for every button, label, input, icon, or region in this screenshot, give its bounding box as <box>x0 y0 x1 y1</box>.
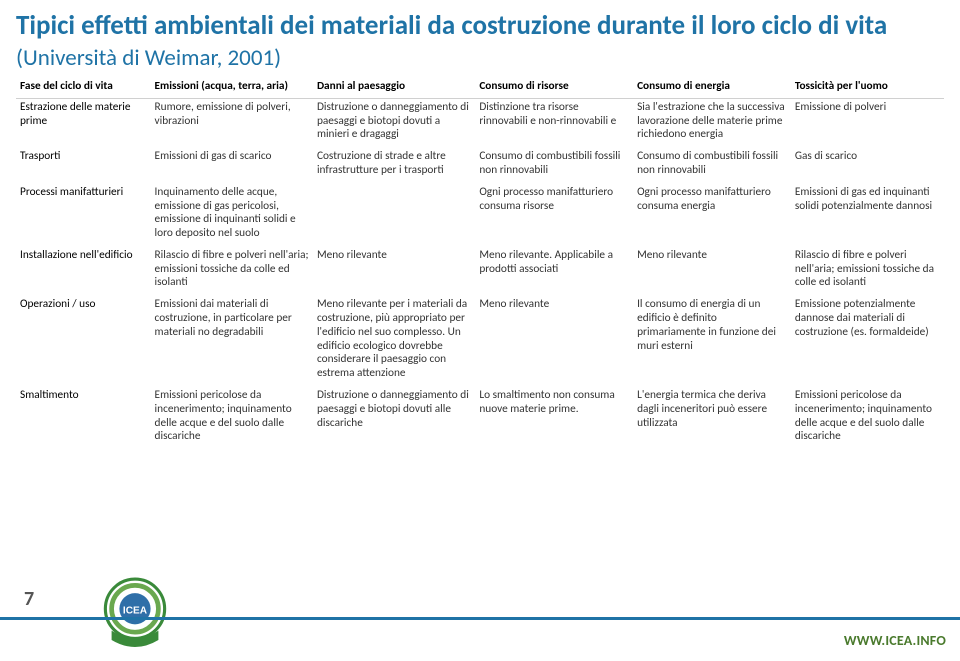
data-cell: Meno rilevante per i materiali da costru… <box>313 296 475 387</box>
data-cell: Meno rilevante <box>633 247 791 296</box>
data-cell: Ogni processo manifatturiero consuma ene… <box>633 184 791 247</box>
title-main: Tipici effetti ambientali dei materiali … <box>16 9 887 42</box>
phase-cell: Installazione nell'edificio <box>16 247 151 296</box>
col-header: Emissioni (acqua, terra, aria) <box>151 78 313 98</box>
col-header: Consumo di energia <box>633 78 791 98</box>
col-header: Tossicità per l'uomo <box>791 78 944 98</box>
table-header-row: Fase del ciclo di vita Emissioni (acqua,… <box>16 78 944 98</box>
data-cell: Emissione di polveri <box>791 98 944 148</box>
data-cell: L'energia termica che deriva dagli incen… <box>633 387 791 450</box>
page-title: Tipici effetti ambientali dei materiali … <box>16 10 944 72</box>
data-cell: Consumo di combustibili fossili non rinn… <box>633 148 791 184</box>
phase-cell: Estrazione delle materie prime <box>16 98 151 148</box>
col-header: Fase del ciclo di vita <box>16 78 151 98</box>
col-header: Consumo di risorse <box>475 78 633 98</box>
table-row: Processi manifatturieri Inquinamento del… <box>16 184 944 247</box>
data-cell: Rilascio di fibre e polveri nell'aria; e… <box>151 247 313 296</box>
data-cell: Emissioni dai materiali di costruzione, … <box>151 296 313 387</box>
data-cell: Consumo di combustibili fossili non rinn… <box>475 148 633 184</box>
data-cell: Meno rilevante <box>313 247 475 296</box>
phase-cell: Processi manifatturieri <box>16 184 151 247</box>
data-cell: Rumore, emissione di polveri, vibrazioni <box>151 98 313 148</box>
data-cell: Rilascio di fibre e polveri nell'aria; e… <box>791 247 944 296</box>
data-cell: Costruzione di strade e altre infrastrut… <box>313 148 475 184</box>
footer-bar: WWW.ICEA.INFO <box>0 617 960 661</box>
phase-cell: Smaltimento <box>16 387 151 450</box>
data-cell: Emissioni pericolose da incenerimento; i… <box>151 387 313 450</box>
data-cell: Meno rilevante <box>475 296 633 387</box>
data-cell: Distruzione o danneggiamento di paesaggi… <box>313 98 475 148</box>
table-row: Operazioni / uso Emissioni dai materiali… <box>16 296 944 387</box>
data-cell: Sia l'estrazione che la successiva lavor… <box>633 98 791 148</box>
phase-cell: Operazioni / uso <box>16 296 151 387</box>
table-row: Estrazione delle materie prime Rumore, e… <box>16 98 944 148</box>
table-row: Installazione nell'edificio Rilascio di … <box>16 247 944 296</box>
site-url: WWW.ICEA.INFO <box>844 632 946 649</box>
page-number: 7 <box>24 587 34 611</box>
data-cell: Distruzione o danneggiamento di paesaggi… <box>313 387 475 450</box>
data-cell: Ogni processo manifatturiero consuma ris… <box>475 184 633 247</box>
table-row: Smaltimento Emissioni pericolose da ince… <box>16 387 944 450</box>
data-cell: Emissioni pericolose da incenerimento; i… <box>791 387 944 450</box>
data-cell: Emissioni di gas di scarico <box>151 148 313 184</box>
data-cell: Meno rilevante. Applicabile a prodotti a… <box>475 247 633 296</box>
data-cell: Inquinamento delle acque, emissione di g… <box>151 184 313 247</box>
data-cell <box>313 184 475 247</box>
data-cell: Il consumo di energia di un edificio è d… <box>633 296 791 387</box>
phase-cell: Trasporti <box>16 148 151 184</box>
data-cell: Gas di scarico <box>791 148 944 184</box>
title-sub: (Università di Weimar, 2001) <box>16 44 281 72</box>
col-header: Danni al paesaggio <box>313 78 475 98</box>
data-cell: Emissione potenzialmente dannose dai mat… <box>791 296 944 387</box>
data-cell: Emissioni di gas ed inquinanti solidi po… <box>791 184 944 247</box>
data-cell: Distinzione tra risorse rinnovabili e no… <box>475 98 633 148</box>
table-row: Trasporti Emissioni di gas di scarico Co… <box>16 148 944 184</box>
data-cell: Lo smaltimento non consuma nuove materie… <box>475 387 633 450</box>
slide: Tipici effetti ambientali dei materiali … <box>0 0 960 661</box>
effects-table: Fase del ciclo di vita Emissioni (acqua,… <box>16 78 944 450</box>
logo-inner-text: ICEA <box>123 605 148 616</box>
